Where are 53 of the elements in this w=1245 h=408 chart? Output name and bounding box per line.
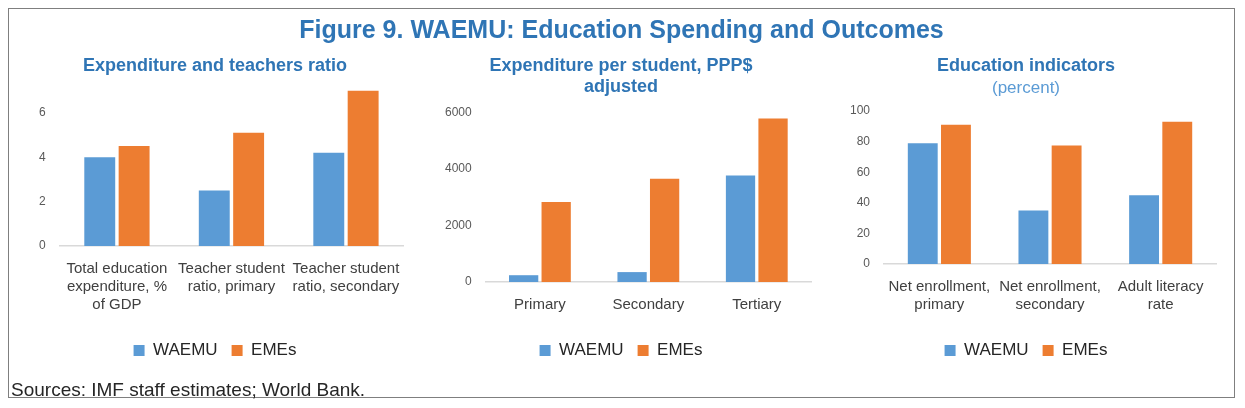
bar [649,178,679,282]
text: Figure 9. WAEMU: Education Spending and Outcomes [298,14,945,45]
legend-label: EMEs [656,340,702,360]
y-tick-label: 100 [849,103,871,118]
y-tick-label: 0 [464,274,472,289]
bar [347,90,379,246]
x-tick-label: Teacher student ratio, primary [178,259,286,295]
bar [1051,145,1082,264]
bar [541,201,571,282]
source-note: Sources: IMF staff estimates; World Bank. [10,379,366,401]
bar [725,175,755,282]
x-tick-label: Net enrollment, primary [888,277,991,313]
bar [616,272,647,282]
y-tick-label: 60 [856,164,871,179]
bar [84,157,116,246]
chart-title: Education indicators [936,54,1116,75]
x-tick-label: Adult literacy rate [1117,277,1205,313]
y-tick-label: 40 [856,195,871,210]
x-tick-label: Net enrollment, secondary [999,277,1101,313]
bar [941,124,971,264]
chart-title: Expenditure per student, PPP$ adjusted [488,54,753,97]
bar [757,118,788,282]
x-tick-label: Primary [513,295,566,313]
y-tick-label: 2 [38,193,46,208]
bar [508,275,538,282]
bar [233,132,265,246]
legend-label: WAEMU [964,340,1029,360]
y-tick-label: 0 [38,238,46,253]
y-tick-label: 6 [38,105,46,120]
x-tick-label: Teacher student ratio, secondary [292,259,401,295]
bar [1162,121,1193,264]
x-tick-label: Tertiary [731,295,782,313]
bar [1129,195,1160,264]
legend-label: EMEs [1062,340,1108,360]
legend-label: EMEs [251,340,297,360]
bar [118,146,150,246]
y-tick-label: 4 [38,149,46,164]
chart-title: Expenditure and teachers ratio [82,54,348,75]
y-tick-label: 20 [856,225,871,240]
bar [198,190,230,246]
bar [907,143,938,264]
y-tick-label: 80 [856,133,871,148]
y-tick-label: 2000 [444,217,472,232]
chart-subtitle: (percent) [991,78,1061,98]
legend-label: WAEMU [558,340,624,360]
bar [1018,210,1049,264]
x-tick-label: Total education expenditure, % of GDP [66,259,168,313]
y-tick-label: 0 [863,256,871,271]
y-tick-label: 4000 [444,161,472,176]
bar [313,152,345,246]
legend-label: WAEMU [153,340,218,360]
x-tick-label: Secondary [611,295,685,313]
y-tick-label: 6000 [444,104,472,119]
